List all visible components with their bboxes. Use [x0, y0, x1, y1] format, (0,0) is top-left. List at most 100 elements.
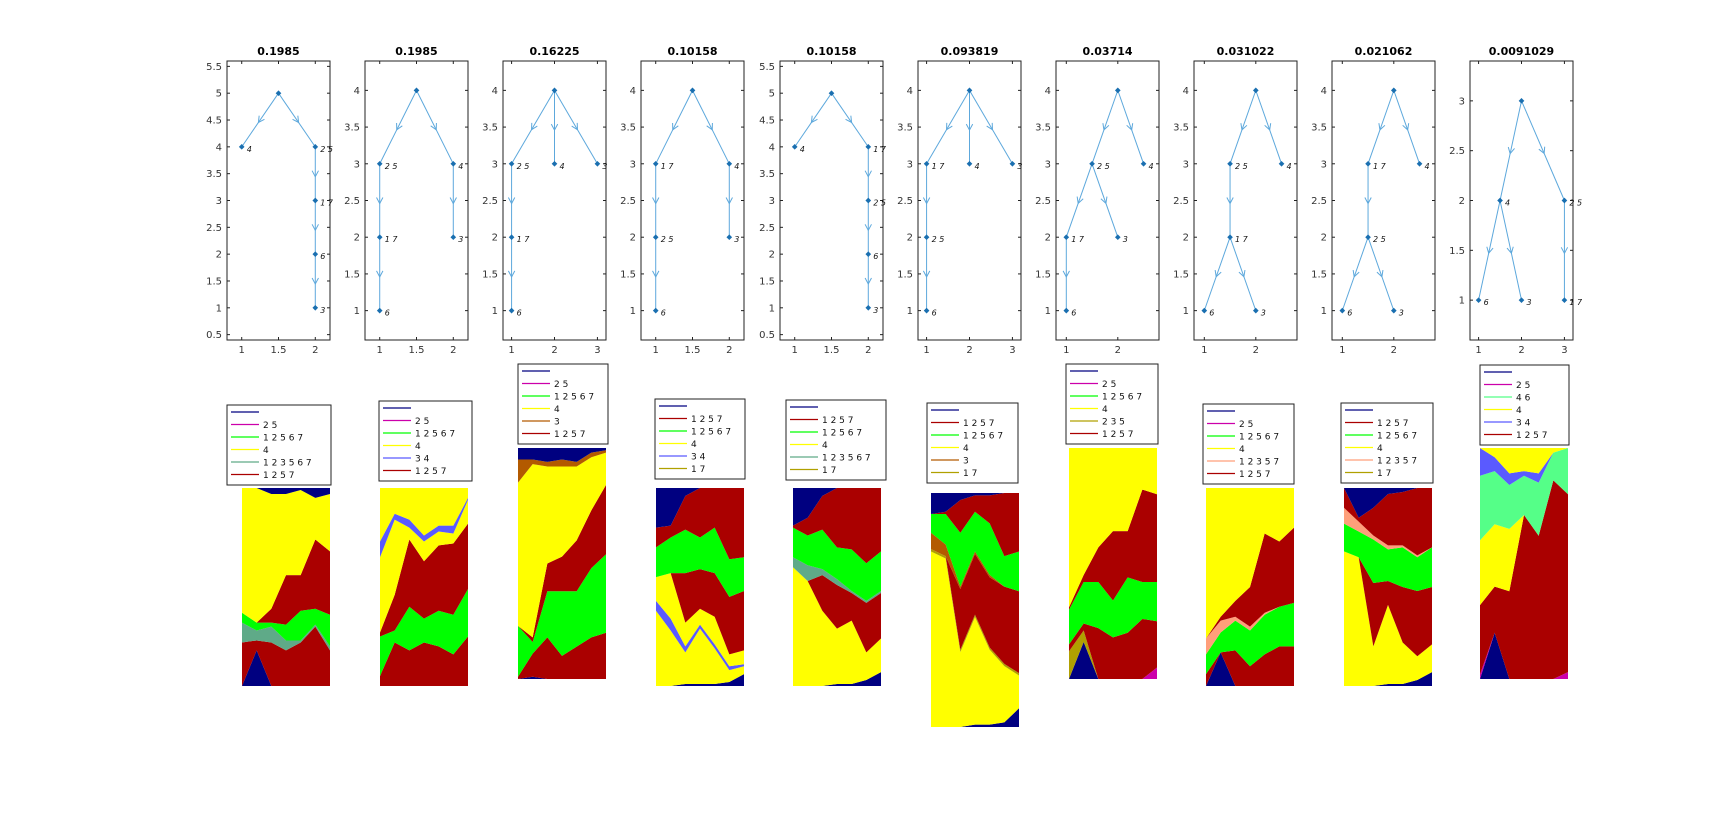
x-tick-label: 1	[792, 345, 798, 356]
tree-node	[1497, 197, 1503, 204]
panel-5: 0.10158 1 1.5 2 0.5 1 1.5 2 2.5 3 3.5 4 4.5 5 5.5 4 1 7 2…	[759, 45, 887, 686]
tree-node	[966, 160, 973, 167]
y-tick-label: 3.5	[1035, 123, 1051, 134]
tree-node	[1063, 234, 1070, 241]
tree-node	[376, 234, 383, 241]
y-tick-label: 2	[769, 250, 775, 261]
area-layer	[242, 488, 330, 498]
y-tick-label: 3	[492, 159, 498, 170]
area-layer	[656, 569, 744, 655]
panel-8: 0.031022 1 2 1 1.5 2 2.5 3 3.5 4 2 5 4 1 7 6 3 2 5 1 2 5…	[1173, 45, 1298, 686]
tree-node	[726, 234, 733, 241]
y-tick-label: 4.5	[206, 116, 222, 127]
x-tick-label: 1.5	[409, 345, 425, 356]
area-layer	[380, 499, 468, 633]
y-tick-label: 3.5	[482, 123, 498, 134]
tree-node	[1063, 307, 1070, 314]
tree-edge	[969, 90, 1013, 165]
legend-entry: 1 2 5 7	[1516, 431, 1548, 441]
plot-frame	[640, 60, 745, 341]
area-layer	[931, 549, 1019, 674]
y-tick-label: 3.5	[206, 169, 222, 180]
y-tick-label: 3.5	[1173, 123, 1189, 134]
legend-entry: 1 2 5 7	[1102, 430, 1134, 440]
edge-arrow	[864, 224, 872, 232]
y-tick-label: 5.5	[759, 62, 775, 73]
tree-edge	[379, 90, 417, 165]
legend-entry: 2 5	[263, 421, 277, 431]
area-layer	[1480, 480, 1568, 679]
node-label: 1 7	[385, 235, 399, 244]
legend-entry: 3 4	[415, 455, 430, 465]
tree-node	[238, 144, 245, 150]
y-tick-label: 4	[492, 86, 498, 97]
area-layer	[380, 588, 468, 677]
tree-node	[312, 144, 319, 150]
panel-6: 0.093819 1 2 3 1 1.5 2 2.5 3 3.5 4 1 7 4 3 2 5 6 1 2 5 7…	[897, 45, 1023, 727]
tree-node	[376, 160, 383, 167]
area-layer	[931, 532, 1019, 592]
area-layer	[242, 626, 330, 686]
plot-frame	[364, 60, 469, 341]
tree-edge	[1203, 237, 1231, 311]
legend-entry: 1 2 5 6 7	[1102, 393, 1142, 403]
panel-title: 0.031022	[1217, 45, 1275, 58]
panel-4: 0.10158 1 1.5 2 1 1.5 2 2.5 3 3.5 4 1 7 4 2 5 3 6 1 2 5 …	[620, 45, 746, 686]
area-layer	[1344, 523, 1432, 591]
tree-node	[551, 87, 558, 94]
y-tick-label: 5.5	[206, 62, 222, 73]
node-label: 2 5	[932, 235, 945, 244]
tree-node	[865, 144, 872, 150]
x-tick-label: 2	[1518, 345, 1524, 356]
area-layer	[1480, 448, 1568, 474]
area-layer	[793, 567, 881, 686]
node-label: 2 5	[873, 199, 886, 208]
area-layer	[1206, 527, 1294, 639]
tree-edge	[1091, 90, 1119, 164]
legend-entry: 3 4	[691, 453, 706, 463]
legend-entry: 1 2 5 7	[415, 467, 447, 477]
edge-arrow	[257, 115, 265, 124]
edge-arrow	[810, 115, 818, 124]
y-tick-label: 2.5	[759, 223, 775, 234]
node-label: 2 5	[1235, 162, 1248, 171]
area-layer	[518, 450, 606, 483]
edge-arrow	[1264, 123, 1272, 131]
tree-node	[689, 87, 696, 94]
area-layer	[1069, 618, 1157, 679]
edge-arrow	[1062, 270, 1070, 278]
plot-frame	[1331, 60, 1436, 341]
x-tick-label: 2	[966, 345, 972, 356]
area-layer	[793, 488, 881, 526]
tree-edge	[1065, 163, 1093, 238]
tree-node	[508, 234, 515, 241]
area-layer	[1344, 672, 1432, 686]
legend-entry: 3	[963, 457, 969, 467]
tree-node	[1561, 197, 1568, 204]
edge-arrow	[1560, 247, 1569, 255]
y-tick-label: 1	[769, 303, 775, 314]
y-tick-label: 2.5	[344, 196, 360, 207]
node-label: 2 5	[385, 162, 398, 171]
y-tick-label: 3	[630, 159, 636, 170]
node-label: 4	[1149, 162, 1154, 171]
node-label: 6	[385, 309, 390, 318]
tree-edge	[1521, 100, 1565, 201]
x-tick-label: 1	[508, 345, 514, 356]
x-tick-label: 2	[450, 345, 456, 356]
node-label: 6	[932, 309, 937, 318]
legend-box	[1479, 364, 1570, 446]
tree-node	[508, 160, 515, 167]
tree-edge	[655, 90, 693, 165]
legend-entry: 1 2 3 5 6 7	[263, 459, 312, 469]
tree-node	[1416, 160, 1423, 167]
tree-edge	[1091, 163, 1119, 238]
tree-node	[1227, 160, 1233, 167]
tree-node	[1475, 297, 1482, 303]
y-tick-label: 2	[1045, 233, 1051, 244]
edge-arrow	[672, 122, 679, 131]
tree-node	[413, 87, 420, 94]
tree-node	[1390, 307, 1397, 314]
y-tick-label: 1	[1183, 306, 1189, 317]
node-label: 6	[517, 309, 522, 318]
